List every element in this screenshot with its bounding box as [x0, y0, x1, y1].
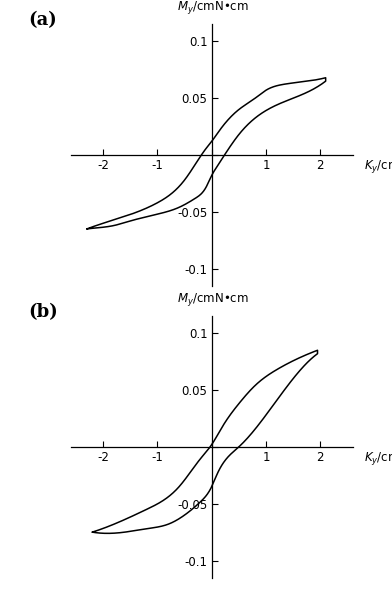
Text: $K_y$/cm$^{-1}$: $K_y$/cm$^{-1}$: [364, 156, 392, 177]
Text: (a): (a): [28, 12, 57, 29]
Text: (b): (b): [28, 303, 58, 321]
Text: $K_y$/cm$^{-1}$: $K_y$/cm$^{-1}$: [364, 448, 392, 469]
Text: $M_y$/cmN•cm: $M_y$/cmN•cm: [177, 0, 249, 16]
Text: $M_y$/cmN•cm: $M_y$/cmN•cm: [177, 291, 249, 308]
